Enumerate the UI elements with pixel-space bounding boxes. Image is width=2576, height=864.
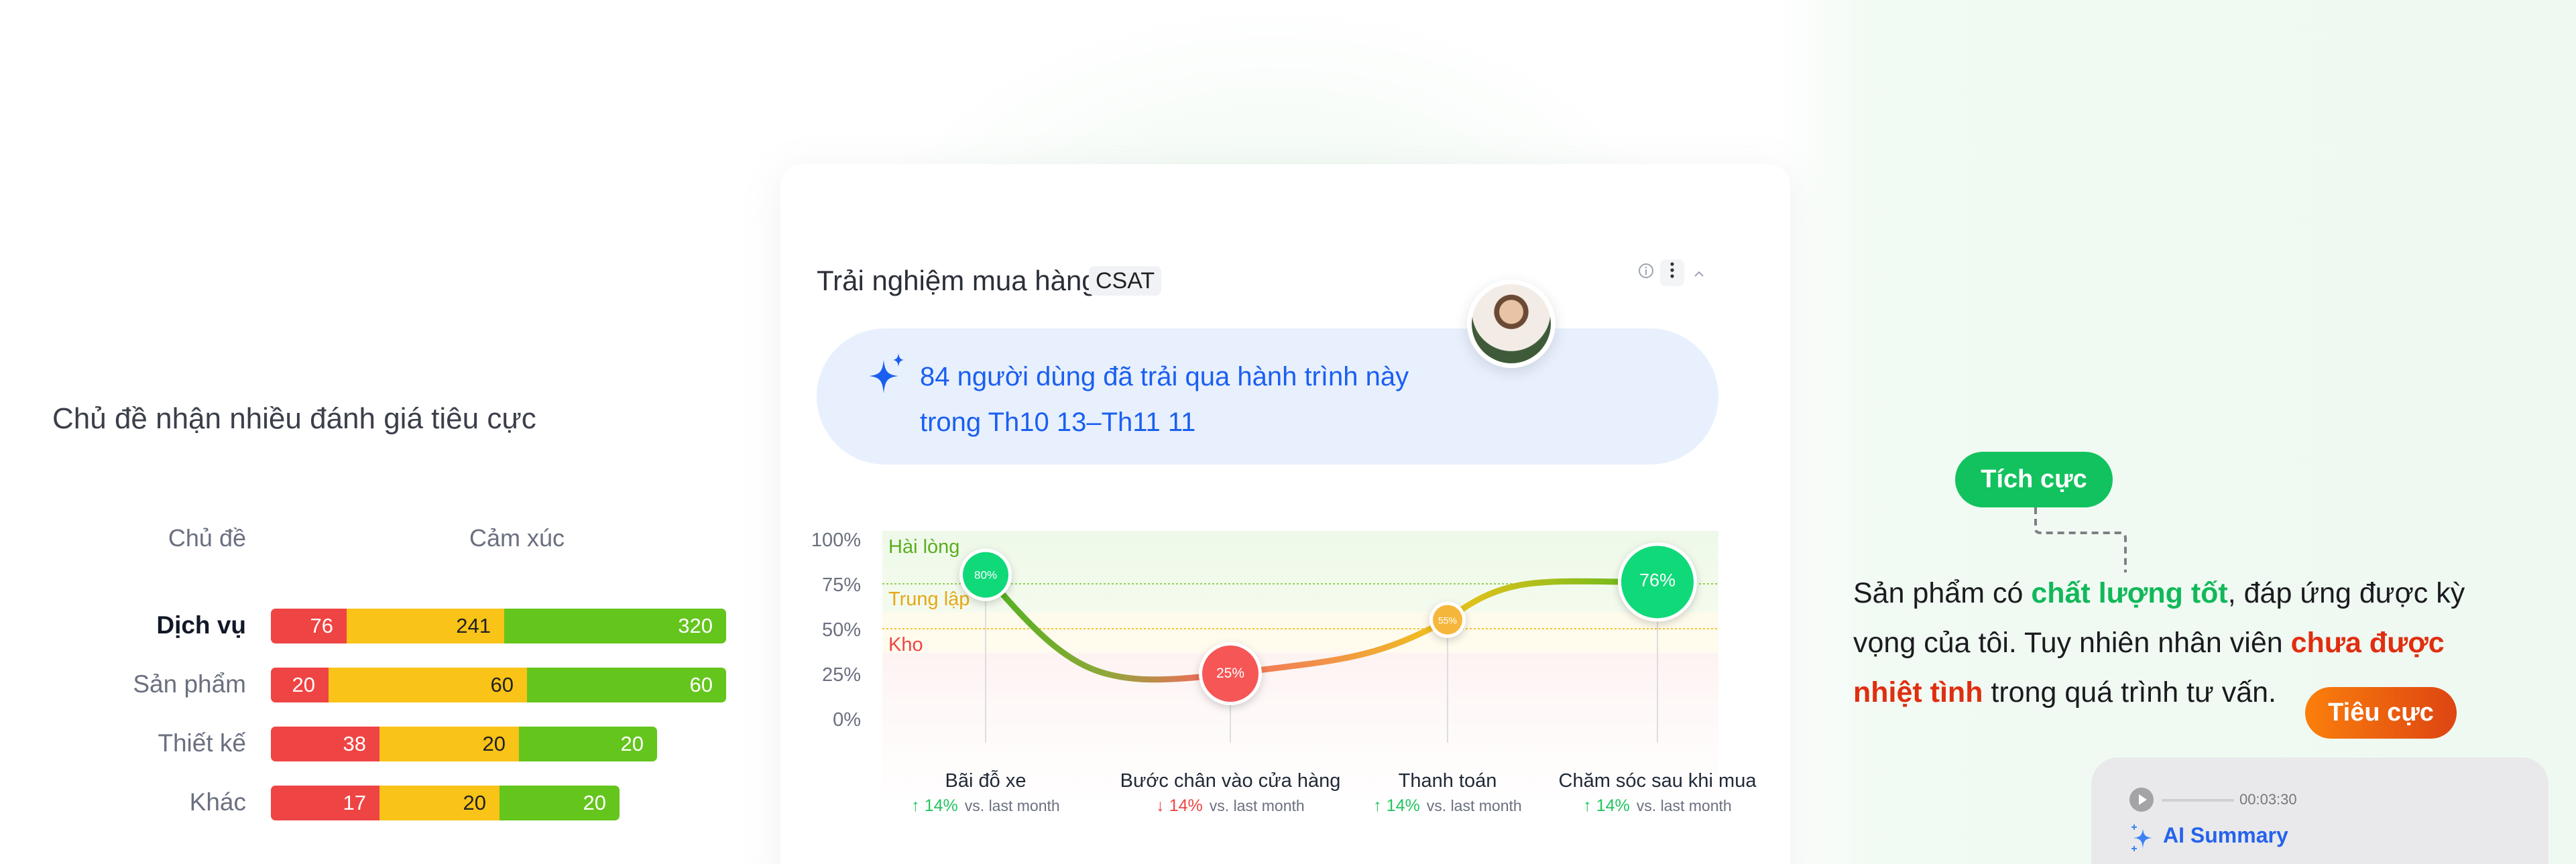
review-text: Sản phẩm có chất lượng tốt, đáp ứng được… bbox=[1853, 568, 2490, 717]
neutral-segment: 60 bbox=[329, 668, 527, 702]
delta-suffix: vs. last month bbox=[1637, 797, 1732, 814]
topic-label: Sản phẩm bbox=[133, 670, 246, 698]
negative-segment: 20 bbox=[271, 668, 329, 702]
column-header-sentiment: Cảm xúc bbox=[469, 524, 565, 552]
summary-text: 84 người dùng đã trải qua hành trình này… bbox=[920, 354, 1409, 445]
neutral-segment: 20 bbox=[379, 727, 519, 761]
avatar-photo bbox=[1472, 284, 1551, 363]
delta-value: 14% bbox=[1169, 796, 1203, 815]
point-label: 76% bbox=[1639, 570, 1676, 590]
csat-point[interactable] bbox=[1621, 546, 1694, 619]
arrow-down-icon: ↓ bbox=[1156, 796, 1169, 815]
negative-highlight: chưa được nhiệt tình bbox=[1853, 627, 2445, 708]
connector-line bbox=[2034, 507, 2127, 572]
y-tick-label: 25% bbox=[822, 664, 861, 686]
delta-value: 14% bbox=[1387, 796, 1420, 815]
positive-highlight: chất lượng tốt bbox=[2031, 577, 2228, 609]
delta-label: ↓ 14% vs. last month bbox=[1156, 796, 1304, 815]
play-icon bbox=[2139, 794, 2147, 805]
topic-label: Khác bbox=[189, 788, 246, 816]
play-button[interactable] bbox=[2129, 788, 2154, 812]
negative-segment: 17 bbox=[271, 786, 379, 820]
more-vertical-icon[interactable] bbox=[1660, 259, 1684, 286]
review-part-1: Sản phẩm có bbox=[1853, 577, 2032, 609]
summary-line-1: 84 người dùng đã trải qua hành trình này bbox=[920, 362, 1409, 391]
ai-sparkle-icon bbox=[2129, 823, 2156, 856]
stage-label: Bãi đỗ xe bbox=[945, 769, 1027, 792]
delta-suffix: vs. last month bbox=[1427, 797, 1522, 814]
positive-tag: Tích cực bbox=[1955, 452, 2113, 507]
delta-value: 14% bbox=[1596, 796, 1630, 815]
stage-label: Bước chân vào cửa hàng bbox=[1120, 770, 1341, 792]
negative-tag: Tiêu cực bbox=[2305, 687, 2457, 739]
card-title: Trải nghiệm mua hàng bbox=[817, 265, 1098, 296]
arrow-up-icon: ↑ bbox=[1583, 796, 1596, 815]
delta-suffix: vs. last month bbox=[965, 797, 1060, 814]
sentiment-bar[interactable]: 20 60 60 bbox=[271, 668, 726, 702]
positive-segment: 60 bbox=[527, 668, 726, 702]
audio-time: 00:03:30 bbox=[2239, 791, 2297, 808]
review-part-2: , đáp ứng được kỳ vọng của tôi. Tuy nhiê… bbox=[1853, 577, 2465, 659]
avatar bbox=[1467, 280, 1556, 368]
summary-banner bbox=[817, 328, 1718, 465]
arrow-up-icon: ↑ bbox=[1373, 796, 1386, 815]
arrow-up-icon: ↑ bbox=[911, 796, 924, 815]
y-tick-label: 0% bbox=[833, 709, 861, 731]
positive-segment: 20 bbox=[519, 727, 657, 761]
point-label: 55% bbox=[1438, 615, 1457, 626]
csat-badge: CSAT bbox=[1089, 266, 1162, 296]
summary-line-2: trong Th10 13–Th11 11 bbox=[920, 408, 1196, 437]
positive-segment: 320 bbox=[504, 609, 726, 643]
csat-point[interactable] bbox=[1202, 645, 1258, 702]
column-header-topic: Chủ đề bbox=[168, 524, 246, 552]
csat-point[interactable] bbox=[1433, 605, 1462, 635]
info-icon[interactable] bbox=[1634, 259, 1658, 286]
stage-label: Chăm sóc sau khi mua bbox=[1559, 770, 1757, 792]
delta-label: ↑ 14% vs. last month bbox=[1373, 796, 1521, 815]
stage-label: Thanh toán bbox=[1399, 770, 1497, 792]
sentiment-bar[interactable]: 17 20 20 bbox=[271, 786, 620, 820]
zone-label-neutral: Trung lập bbox=[888, 589, 970, 610]
sentiment-bar[interactable]: 76 241 320 bbox=[271, 609, 726, 643]
zone-label-satisfied: Hài lòng bbox=[888, 536, 959, 558]
csat-line bbox=[982, 572, 1661, 683]
chevron-up-icon[interactable] bbox=[1687, 259, 1711, 286]
y-tick-label: 50% bbox=[822, 619, 861, 641]
point-label: 25% bbox=[1216, 666, 1244, 681]
positive-segment: 20 bbox=[500, 786, 620, 820]
ai-summary-card bbox=[2091, 757, 2549, 864]
review-part-3: trong quá trình tư vấn. bbox=[1983, 676, 2277, 708]
csat-point[interactable] bbox=[963, 552, 1008, 598]
point-label: 80% bbox=[974, 569, 997, 582]
negative-segment: 76 bbox=[271, 609, 347, 643]
ai-summary-label: AI Summary bbox=[2163, 823, 2288, 847]
delta-label: ↑ 14% vs. last month bbox=[911, 796, 1059, 815]
neutral-segment: 20 bbox=[379, 786, 500, 820]
negative-segment: 38 bbox=[271, 727, 379, 761]
y-tick-label: 75% bbox=[822, 574, 861, 596]
zone-label-hard: Kho bbox=[888, 634, 923, 656]
sparkle-icon bbox=[865, 352, 912, 402]
topic-label: Thiết kế bbox=[158, 729, 246, 757]
y-tick-label: 100% bbox=[811, 530, 861, 551]
topic-label: Dịch vụ bbox=[156, 611, 246, 639]
audio-progress-bar[interactable] bbox=[2162, 799, 2234, 802]
delta-value: 14% bbox=[925, 796, 958, 815]
sentiment-bar[interactable]: 38 20 20 bbox=[271, 727, 657, 761]
neutral-segment: 241 bbox=[347, 609, 504, 643]
negative-topics-title: Chủ đề nhận nhiều đánh giá tiêu cực bbox=[52, 402, 536, 435]
delta-suffix: vs. last month bbox=[1210, 797, 1305, 814]
delta-label: ↑ 14% vs. last month bbox=[1583, 796, 1731, 815]
